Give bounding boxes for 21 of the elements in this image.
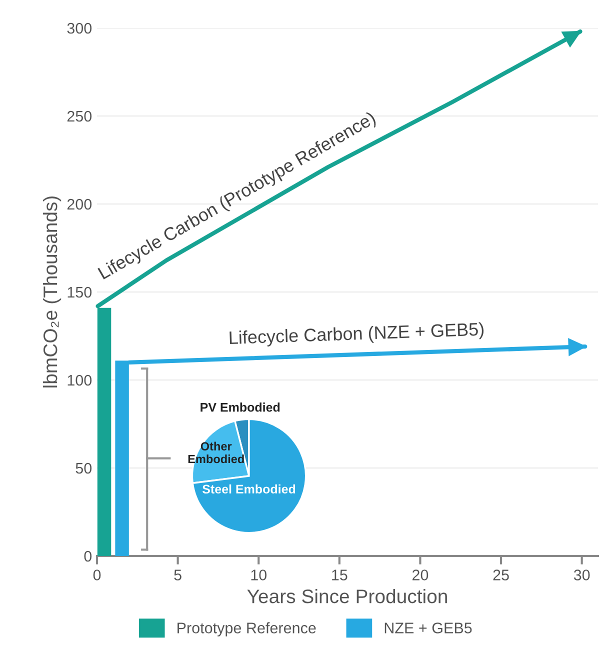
- x-axis-title: Years Since Production: [247, 588, 447, 604]
- x-tick-label: 15: [332, 570, 348, 580]
- y-tick-label: 100: [68, 374, 92, 386]
- y-tick-label: 200: [67, 198, 92, 210]
- y-tick-label: 50: [76, 462, 92, 474]
- slice-label: Steel Embodied: [202, 484, 296, 494]
- y-tick-label: 300: [67, 22, 92, 34]
- x-tick-label: 0: [93, 570, 101, 580]
- x-tick-label: 25: [493, 570, 509, 580]
- series-label: Lifecycle Carbon (NZE + GEB5): [230, 322, 484, 348]
- x-tick-label: 30: [574, 570, 590, 580]
- legend-label: Prototype Reference: [178, 622, 316, 636]
- x-tick-label: 20: [412, 570, 428, 580]
- legend-label: NZE + GEB5: [384, 622, 472, 634]
- slice-label: PV Embodied: [200, 402, 280, 412]
- y-axis-title: lbmCO₂e (Thousands): [42, 196, 62, 388]
- y-tick-label: 0: [84, 550, 92, 562]
- y-tick-label: 150: [68, 286, 92, 298]
- x-tick-label: 10: [251, 570, 267, 580]
- y-tick-label: 250: [67, 110, 92, 122]
- x-tick-label: 5: [174, 570, 182, 580]
